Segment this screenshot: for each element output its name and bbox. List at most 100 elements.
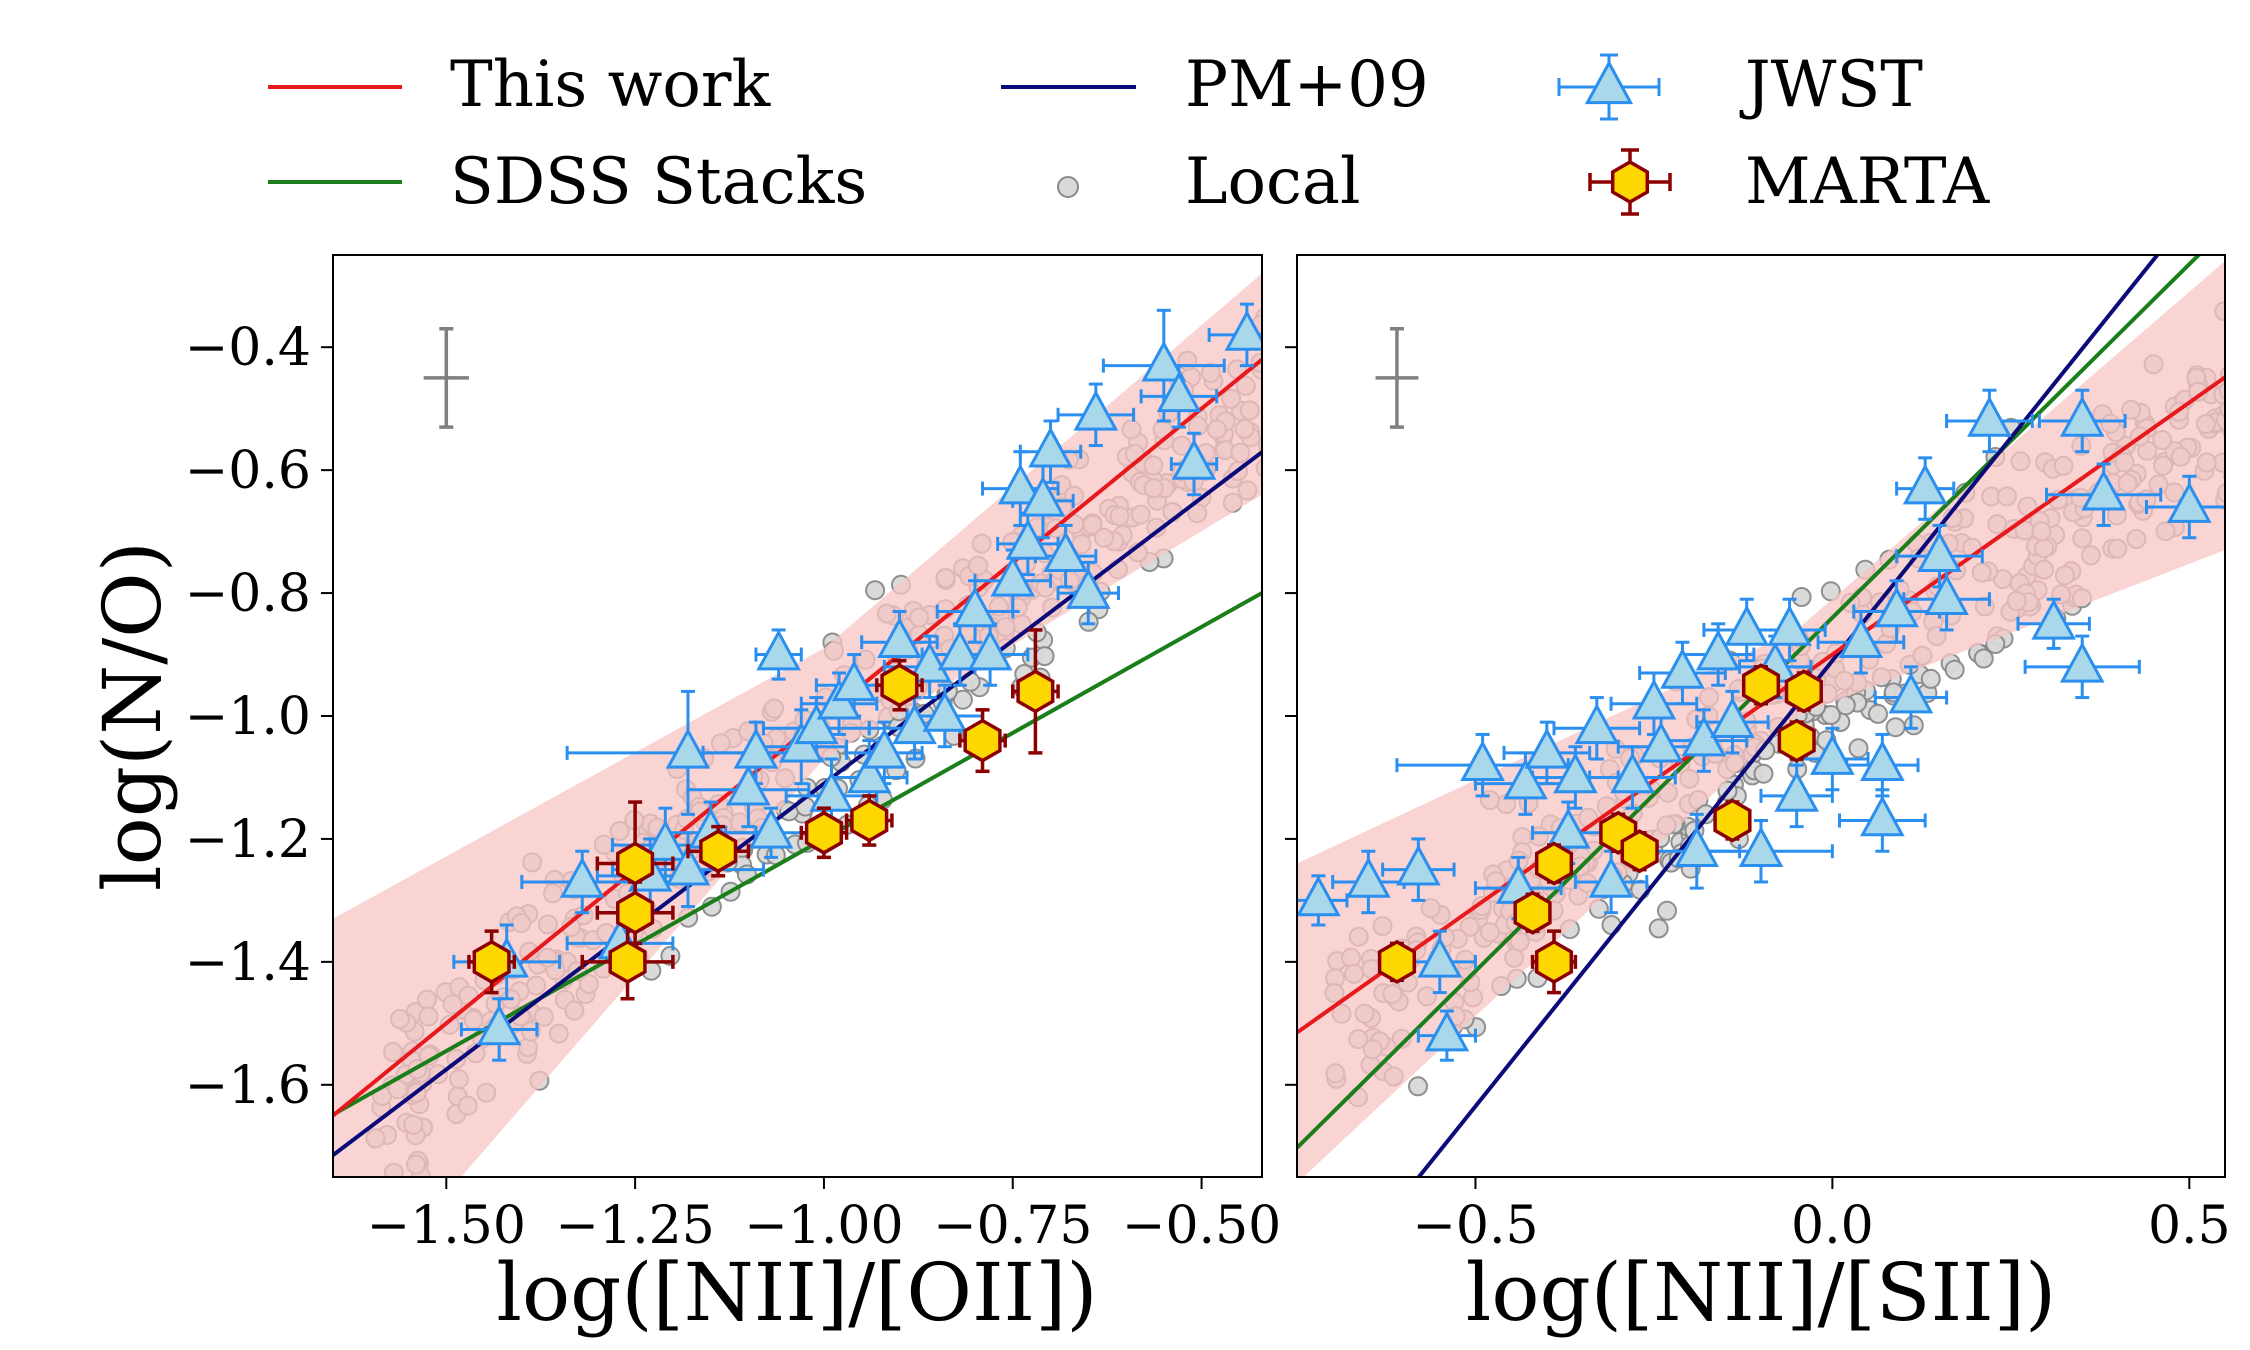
y-tick-label: −0.8 (185, 564, 311, 624)
jwst-marker (476, 1004, 522, 1046)
local-point (2227, 369, 2245, 387)
jwst-errbar (1056, 560, 1120, 626)
jwst-marker (794, 703, 839, 745)
marta-marker (1713, 798, 1752, 843)
local-point (1034, 646, 1055, 667)
local-point (1271, 316, 1289, 334)
marta-marker (608, 939, 647, 984)
local-point (1267, 420, 1285, 438)
jwst-marker (967, 629, 1013, 671)
local-point (1657, 900, 1677, 921)
marta-marker (1777, 718, 1816, 763)
jwst-marker (937, 629, 983, 671)
local-point (1272, 383, 1290, 401)
left-marta-points (467, 628, 1060, 1001)
jwst-marker (1297, 875, 1341, 917)
local-point (2223, 469, 2225, 482)
local-point (1903, 715, 1924, 736)
local-point (2233, 416, 2250, 434)
jwst-marker (1724, 604, 1770, 646)
local-point (1973, 648, 1994, 669)
x-tick-label: −0.75 (933, 1196, 1092, 1256)
x-tick-label: 0.0 (1791, 1196, 1874, 1256)
jwst-marker (665, 727, 711, 769)
marta-marker (616, 890, 655, 935)
jwst-marker (1020, 475, 1066, 517)
marta-marker (1016, 669, 1055, 714)
jwst-marker (1346, 856, 1391, 898)
legend-marta-marker (1588, 148, 1672, 216)
jwst-marker (1695, 629, 1741, 671)
jwst-marker (892, 703, 937, 745)
y-tick-label: −1.2 (185, 810, 311, 870)
jwst-marker (1838, 617, 1884, 659)
y-tick-label: −1.0 (185, 687, 311, 747)
jwst-marker (665, 844, 711, 886)
right-marta-points (1377, 663, 1823, 995)
marta-marker (1784, 669, 1823, 714)
local-point (1820, 705, 1841, 725)
left-x-axis-label: log([NII]/[OII]) (496, 1246, 1097, 1339)
left-fit-band (333, 273, 1262, 1177)
local-point (1920, 668, 1941, 689)
left-jwst-points (452, 302, 1262, 1062)
right-panel: −0.5 0.0 0.5 log([NII]/[SII]) (1285, 254, 2250, 1339)
jwst-marker (1553, 752, 1598, 794)
local-point (952, 689, 973, 710)
jwst-marker (1224, 309, 1262, 351)
left-typical-error (423, 327, 469, 429)
jwst-marker (831, 660, 877, 702)
local-point (2227, 476, 2245, 494)
right-axis-ticks: −0.5 0.0 0.5 (1285, 346, 2231, 1256)
jwst-marker (922, 690, 968, 732)
right-x-axis-label: log([NII]/[SII]) (1466, 1246, 2056, 1339)
jwst-marker (559, 856, 605, 898)
jwst-marker (1924, 574, 1969, 616)
legend: This work SDSS Stacks PM+09 Local JWST M… (268, 48, 1990, 219)
x-tick-label: −1.00 (744, 1196, 903, 1256)
local-point (2237, 340, 2250, 358)
local-point (1753, 763, 1774, 784)
x-tick-label: −1.50 (367, 1196, 526, 1256)
local-point (1944, 659, 1965, 680)
jwst-marker (1888, 672, 1934, 714)
local-point (1260, 310, 1262, 321)
marta-marker (699, 829, 738, 874)
marta-marker (850, 798, 889, 843)
jwst-marker (1660, 647, 1705, 689)
marta-marker (1377, 939, 1417, 984)
marta-marker (472, 939, 511, 984)
jwst-marker (1584, 59, 1634, 105)
jwst-marker (990, 555, 1036, 597)
marta-marker (804, 810, 844, 855)
jwst-marker (1417, 936, 1463, 978)
x-tick-label: −1.25 (555, 1196, 714, 1256)
local-point (865, 580, 886, 601)
y-tick-label: −0.4 (185, 318, 311, 378)
jwst-marker (1860, 795, 1905, 837)
pm09-line (1416, 255, 2160, 1177)
legend-sdss-label: SDSS Stacks (450, 145, 867, 219)
this-work-confidence-band (333, 273, 1262, 1177)
jwst-marker (2059, 641, 2105, 683)
jwst-marker (726, 764, 771, 806)
marta-marker (1610, 159, 1650, 205)
jwst-marker (1674, 826, 1720, 868)
jwst-marker (1810, 733, 1855, 775)
jwst-marker (1028, 426, 1073, 468)
jwst-marker (1005, 518, 1051, 560)
jwst-marker (862, 727, 907, 769)
legend-pm09-label: PM+09 (1185, 48, 1429, 122)
right-fit-lines (1297, 255, 2225, 1177)
jwst-marker (1424, 1010, 1470, 1052)
jwst-marker (1141, 340, 1187, 382)
jwst-marker (1171, 438, 1217, 480)
y-tick-label: −1.4 (185, 933, 311, 993)
jwst-marker (1738, 826, 1784, 868)
jwst-marker (1767, 604, 1812, 646)
jwst-marker (1574, 703, 1620, 745)
jwst-marker (809, 770, 854, 812)
jwst-marker (1503, 758, 1548, 800)
right-typical-error (1375, 327, 1419, 429)
legend-marta-label: MARTA (1745, 145, 1990, 219)
